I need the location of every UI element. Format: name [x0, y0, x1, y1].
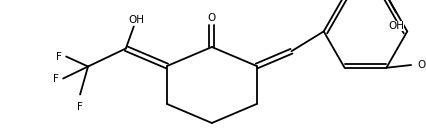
Text: O: O	[416, 60, 424, 70]
Text: OH: OH	[387, 21, 403, 30]
Text: OH: OH	[129, 14, 144, 25]
Text: F: F	[77, 102, 83, 112]
Text: O: O	[207, 13, 216, 23]
Text: F: F	[53, 74, 59, 83]
Text: F: F	[56, 51, 62, 62]
